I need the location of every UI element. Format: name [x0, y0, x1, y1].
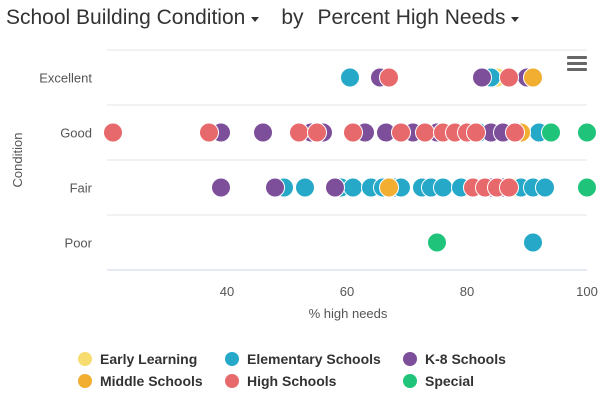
- data-point[interactable]: [427, 232, 447, 253]
- legend-label: K-8 Schools: [425, 351, 506, 367]
- scatter-chart: Excellent Good Fair Poor 40 60 80 100 Conditio…: [10, 49, 598, 321]
- legend-item-early-learning[interactable]: Early Learning: [78, 351, 225, 367]
- legend-label: Early Learning: [100, 351, 198, 367]
- data-point[interactable]: [253, 122, 273, 143]
- data-point[interactable]: [535, 177, 555, 198]
- data-point[interactable]: [499, 67, 519, 88]
- x-axis-selector[interactable]: Percent High Needs: [318, 6, 520, 30]
- legend-item-elementary-schools[interactable]: Elementary Schools: [225, 351, 403, 367]
- caret-down-icon: [251, 17, 260, 22]
- data-point[interactable]: [577, 122, 597, 143]
- circle-icon: [78, 374, 92, 388]
- y-tick-label: Good: [60, 126, 92, 141]
- circle-icon: [403, 374, 417, 388]
- y-tick-label: Poor: [65, 236, 93, 251]
- hamburger-menu-icon[interactable]: [567, 56, 587, 72]
- x-axis-selector-label: Percent High Needs: [317, 6, 506, 29]
- x-tick-label: 80: [460, 284, 474, 299]
- legend-label: Elementary Schools: [247, 351, 381, 367]
- legend-label: Special: [425, 373, 475, 389]
- y-axis-selector[interactable]: School Building Condition: [6, 6, 260, 30]
- x-axis-title: % high needs: [309, 306, 388, 321]
- data-point[interactable]: [343, 122, 363, 143]
- data-point[interactable]: [265, 177, 285, 198]
- data-point[interactable]: [499, 177, 519, 198]
- data-point[interactable]: [523, 232, 543, 253]
- by-label: by: [281, 6, 304, 29]
- chart-header: School Building Condition by Percent Hig…: [6, 4, 520, 32]
- data-point[interactable]: [211, 177, 231, 198]
- data-point[interactable]: [433, 177, 453, 198]
- legend-item-k8-schools[interactable]: K-8 Schools: [403, 351, 543, 367]
- caret-down-icon: [511, 17, 520, 22]
- data-point[interactable]: [379, 67, 399, 88]
- data-point[interactable]: [325, 177, 345, 198]
- data-point[interactable]: [391, 122, 411, 143]
- y-tick-label: Fair: [70, 181, 93, 196]
- y-axis-selector-label: School Building Condition: [6, 6, 246, 29]
- data-point[interactable]: [103, 122, 123, 143]
- circle-icon: [225, 352, 239, 366]
- data-point[interactable]: [295, 177, 315, 198]
- circle-icon: [225, 374, 239, 388]
- x-tick-label: 60: [340, 284, 354, 299]
- data-point[interactable]: [199, 122, 219, 143]
- circle-icon: [403, 352, 417, 366]
- legend-label: High Schools: [247, 373, 337, 389]
- data-point[interactable]: [466, 122, 486, 143]
- y-tick-label: Excellent: [39, 71, 92, 86]
- legend-item-special[interactable]: Special: [403, 373, 543, 389]
- legend-label: Middle Schools: [100, 373, 203, 389]
- y-axis-title: Condition: [10, 133, 25, 188]
- data-point[interactable]: [505, 122, 525, 143]
- data-point[interactable]: [340, 67, 360, 88]
- data-point[interactable]: [415, 122, 435, 143]
- data-point[interactable]: [307, 122, 327, 143]
- data-point[interactable]: [523, 67, 543, 88]
- x-tick-label: 100: [576, 284, 598, 299]
- legend-item-middle-schools[interactable]: Middle Schools: [78, 373, 225, 389]
- circle-icon: [78, 352, 92, 366]
- data-point[interactable]: [289, 122, 309, 143]
- data-point[interactable]: [379, 177, 399, 198]
- data-point[interactable]: [541, 122, 561, 143]
- data-point[interactable]: [472, 67, 492, 88]
- legend-item-high-schools[interactable]: High Schools: [225, 373, 403, 389]
- x-tick-label: 40: [220, 284, 234, 299]
- legend: Early Learning Elementary Schools K-8 Sc…: [78, 348, 543, 392]
- data-point[interactable]: [577, 177, 597, 198]
- data-point[interactable]: [343, 177, 363, 198]
